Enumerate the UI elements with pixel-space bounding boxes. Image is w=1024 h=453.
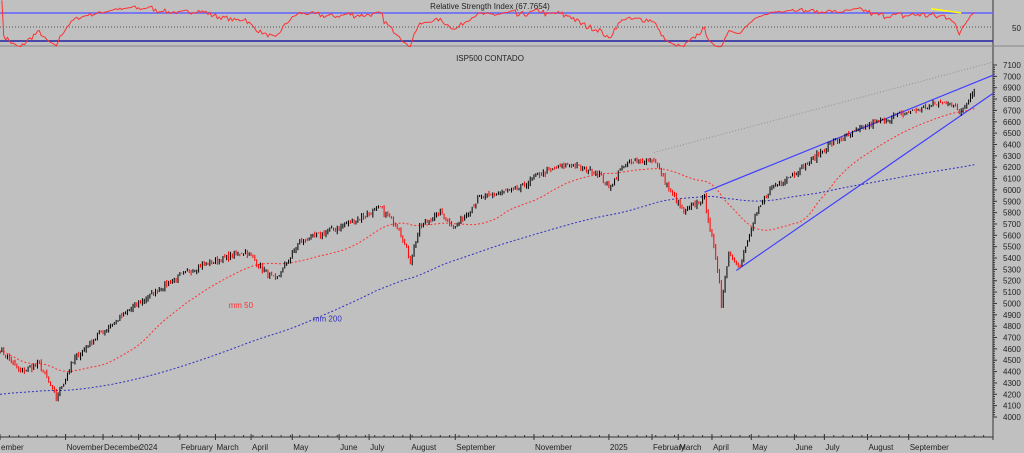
y-tick-label: 5300 <box>1003 265 1021 274</box>
y-tick-label: 5700 <box>1003 220 1021 229</box>
chart-title: ISP500 CONTADO <box>456 54 524 63</box>
y-tick-label: 5600 <box>1003 231 1021 240</box>
ma50-label: mm 50 <box>229 301 254 310</box>
x-tick-label: July <box>825 443 839 452</box>
x-tick-label: November <box>535 443 572 452</box>
x-tick-label: 2024 <box>140 443 158 452</box>
candles <box>0 88 975 402</box>
y-tick-label: 7000 <box>1003 72 1021 81</box>
x-tick-label: April <box>713 443 729 452</box>
y-tick-label: 5000 <box>1003 299 1021 308</box>
rsi-divergence-line <box>931 8 962 14</box>
rsi-line <box>1 0 975 48</box>
rsi-panel: Relative Strength Index (67.7654) 50 <box>430 2 1021 33</box>
y-tick-label: 6700 <box>1003 106 1021 115</box>
y-tick-label: 4400 <box>1003 368 1021 377</box>
trendline-long-trend-dotted <box>653 61 994 153</box>
x-tick-label: September <box>910 443 949 452</box>
y-tick-label: 5400 <box>1003 254 1021 263</box>
ma200-label: mm 200 <box>313 315 342 324</box>
x-tick-label: April <box>252 443 268 452</box>
y-tick-label: 4900 <box>1003 311 1021 320</box>
x-tick-label: May <box>752 443 767 452</box>
y-tick-label: 5100 <box>1003 288 1021 297</box>
y-tick-label: 6400 <box>1003 140 1021 149</box>
x-tick-label: August <box>411 443 437 452</box>
y-tick-label: 4700 <box>1003 334 1021 343</box>
x-tick-label: July <box>370 443 384 452</box>
y-tick-label: 4500 <box>1003 356 1021 365</box>
y-tick-label: 6500 <box>1003 129 1021 138</box>
y-tick-label: 4300 <box>1003 379 1021 388</box>
x-tick-label: September <box>456 443 495 452</box>
y-tick-label: 4100 <box>1003 402 1021 411</box>
y-tick-label: 4000 <box>1003 413 1021 422</box>
y-tick-label: 5200 <box>1003 277 1021 286</box>
x-tick-label: June <box>795 443 813 452</box>
y-tick-label: 4800 <box>1003 322 1021 331</box>
y-tick-label: 4600 <box>1003 345 1021 354</box>
x-tick-label: March <box>216 443 238 452</box>
trendline-lower-channel <box>735 92 994 272</box>
y-tick-label: 5900 <box>1003 197 1021 206</box>
y-tick-label: 5800 <box>1003 209 1021 218</box>
ma-line-50 <box>0 108 975 372</box>
y-tick-label: 4200 <box>1003 390 1021 399</box>
x-tick-label: November <box>67 443 104 452</box>
y-tick-label: 7100 <box>1003 61 1021 70</box>
x-tick-label: ember <box>1 443 24 452</box>
y-tick-label: 6000 <box>1003 186 1021 195</box>
y-tick-label: 6800 <box>1003 95 1021 104</box>
x-tick-label: February <box>181 443 213 452</box>
y-tick-label: 6600 <box>1003 118 1021 127</box>
y-axis: 7100 7000 6900 6800 6700 6600 6500 6400 6300 6200… <box>992 0 1021 440</box>
ma-line-200 <box>0 164 975 395</box>
x-tick-label: March <box>679 443 701 452</box>
rsi-title: Relative Strength Index (67.7654) <box>430 2 550 11</box>
y-tick-label: 6100 <box>1003 175 1021 184</box>
y-tick-label: 6300 <box>1003 152 1021 161</box>
x-tick-label: May <box>293 443 308 452</box>
y-tick-label: 5500 <box>1003 243 1021 252</box>
y-tick-label: 6900 <box>1003 84 1021 93</box>
x-tick-label: August <box>868 443 894 452</box>
rsi-level-label: 50 <box>1012 24 1021 33</box>
x-tick-label: February <box>653 443 685 452</box>
x-tick-label: 2025 <box>610 443 628 452</box>
y-tick-label: 6200 <box>1003 163 1021 172</box>
x-tick-label: December <box>104 443 141 452</box>
x-tick-label: June <box>340 443 358 452</box>
